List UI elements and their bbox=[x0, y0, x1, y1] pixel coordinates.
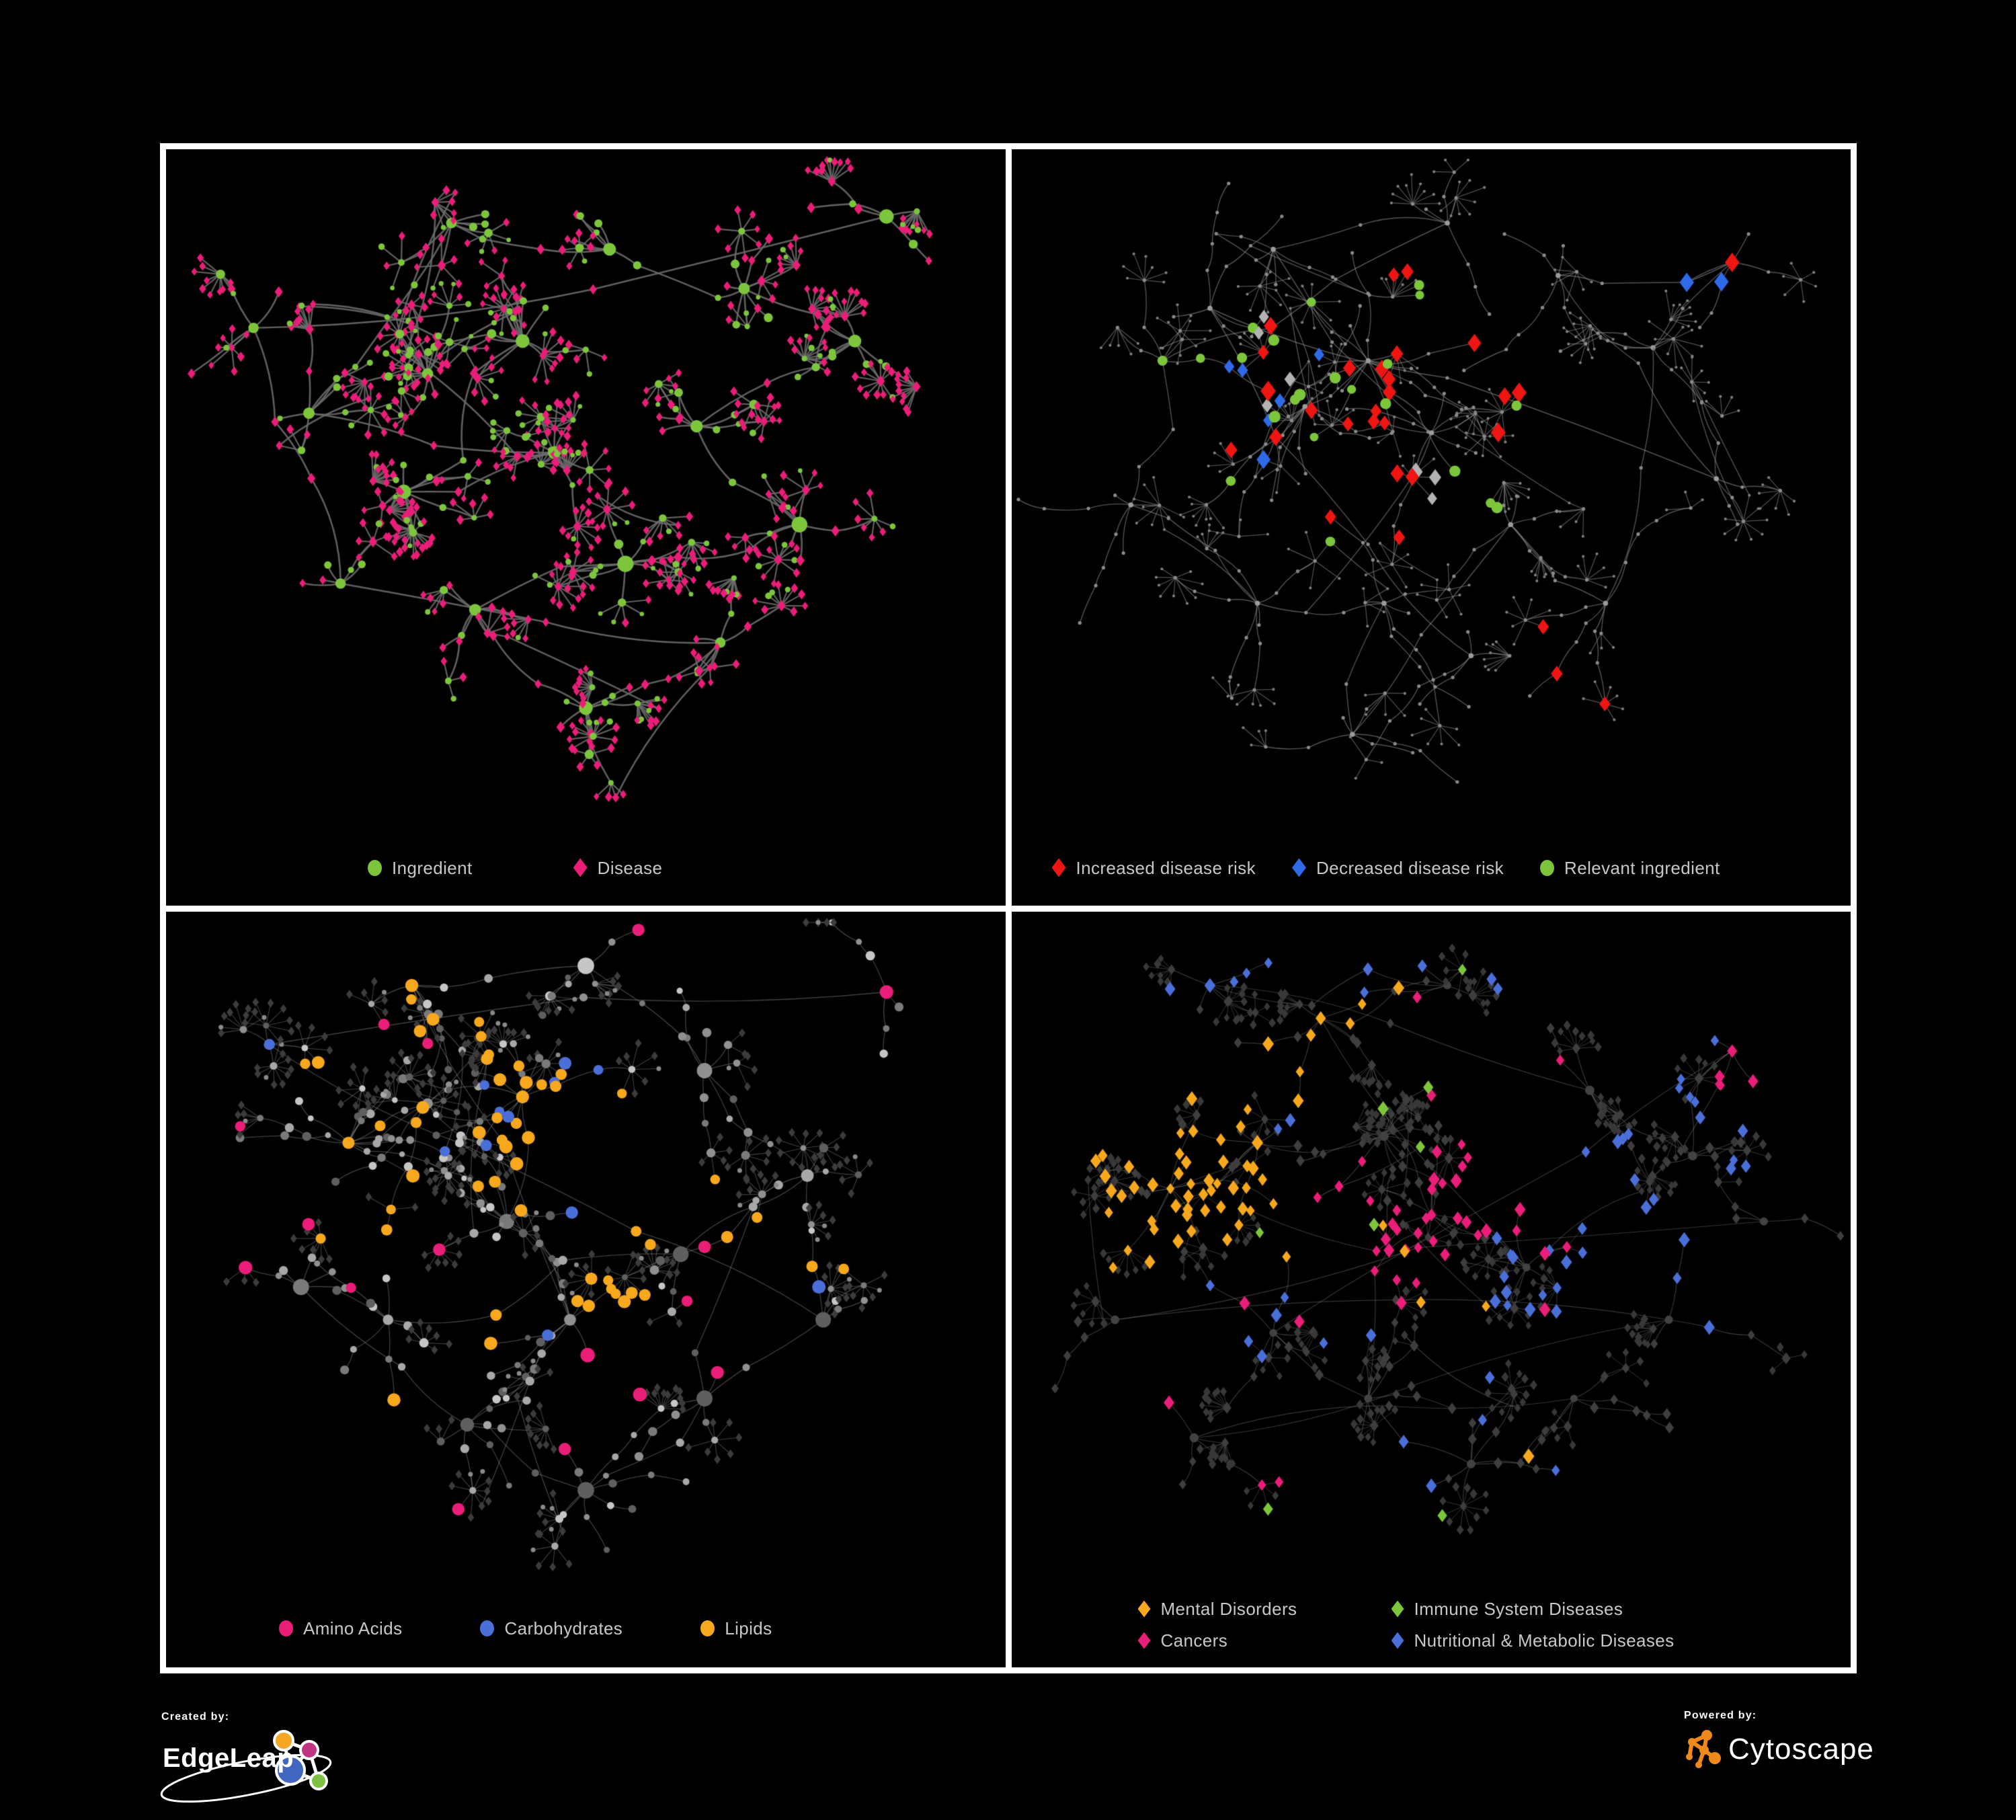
legend-label: Carbohydrates bbox=[504, 1618, 623, 1638]
ingredient-marker-icon bbox=[368, 859, 382, 876]
mental-disorders-marker-icon bbox=[1137, 1600, 1151, 1618]
legend-label: Increased disease risk bbox=[1076, 857, 1256, 878]
panel-grid: Ingredient Disease Increased disease ris… bbox=[160, 143, 1857, 1673]
edgeleap-brand-text: EdgeLeap bbox=[163, 1743, 294, 1773]
powered-by-label: Powered by: bbox=[1684, 1710, 1757, 1721]
legend-label: Lipids bbox=[725, 1618, 772, 1638]
legend-item-lipids: Lipids bbox=[700, 1618, 772, 1639]
legend-label: Decreased disease risk bbox=[1316, 857, 1504, 878]
legend-label: Cancers bbox=[1160, 1630, 1228, 1651]
panel-disease-risk: Increased disease risk Decreased disease… bbox=[1011, 149, 1851, 906]
network-canvas-nutrient-classes bbox=[166, 911, 1006, 1667]
legend-item-relevant-ingredient: Relevant ingredient bbox=[1540, 857, 1720, 879]
legend-disease-risk: Increased disease risk Decreased disease… bbox=[1051, 857, 1720, 879]
amino-acids-marker-icon bbox=[279, 1620, 293, 1636]
cytoscape-logo-icon bbox=[1686, 1730, 1721, 1768]
immune-system-diseases-marker-icon bbox=[1391, 1600, 1404, 1618]
network-canvas-disease-classes bbox=[1011, 911, 1851, 1667]
nutritional-metabolic-marker-icon bbox=[1391, 1632, 1404, 1649]
panel-disease-classes: Mental Disorders Immune System Diseases … bbox=[1011, 911, 1851, 1667]
legend-label: Immune System Diseases bbox=[1414, 1599, 1623, 1619]
edgeleap-logo-icon bbox=[160, 1730, 332, 1803]
legend-item-nutritional-metabolic-diseases: Nutritional & Metabolic Diseases bbox=[1391, 1630, 1675, 1651]
network-canvas-disease-risk bbox=[1011, 149, 1851, 906]
network-canvas-ingredient-disease bbox=[166, 149, 1006, 906]
legend-label: Relevant ingredient bbox=[1564, 857, 1720, 878]
cytoscape-brand-text: Cytoscape bbox=[1728, 1733, 1874, 1766]
legend-item-amino-acids: Amino Acids bbox=[279, 1618, 402, 1639]
legend-disease-classes: Mental Disorders Immune System Diseases … bbox=[1137, 1598, 1675, 1651]
legend-item-carbohydrates: Carbohydrates bbox=[480, 1618, 622, 1639]
panel-nutrient-classes: Amino Acids Carbohydrates Lipids bbox=[166, 911, 1006, 1667]
created-by-block: Created by: EdgeLeap bbox=[160, 1711, 376, 1804]
legend-item-cancers: Cancers bbox=[1137, 1630, 1392, 1651]
legend-item-increased-risk: Increased disease risk bbox=[1051, 857, 1256, 879]
carbohydrates-marker-icon bbox=[480, 1620, 495, 1636]
legend-label: Nutritional & Metabolic Diseases bbox=[1414, 1630, 1675, 1651]
legend-label: Amino Acids bbox=[303, 1618, 403, 1638]
legend-item-mental-disorders: Mental Disorders bbox=[1137, 1598, 1392, 1620]
legend-item-ingredient: Ingredient bbox=[368, 857, 473, 879]
legend-item-immune-system-diseases: Immune System Diseases bbox=[1391, 1598, 1675, 1620]
cancers-marker-icon bbox=[1137, 1632, 1151, 1649]
increased-risk-marker-icon bbox=[1051, 858, 1066, 877]
legend-label: Mental Disorders bbox=[1160, 1599, 1297, 1619]
legend-item-disease: Disease bbox=[573, 857, 663, 879]
cytoscape-logo: Cytoscape bbox=[1684, 1727, 1874, 1772]
disease-marker-icon bbox=[573, 858, 588, 877]
powered-by-block: Powered by: Cytoscape bbox=[1684, 1710, 1874, 1772]
legend-ingredient-disease: Ingredient Disease bbox=[368, 857, 662, 879]
panel-ingredient-disease: Ingredient Disease bbox=[166, 149, 1006, 906]
relevant-ingredient-marker-icon bbox=[1540, 859, 1555, 876]
legend-label: Ingredient bbox=[392, 857, 473, 878]
created-by-label: Created by: bbox=[161, 1711, 230, 1723]
edgeleap-logo: EdgeLeap bbox=[160, 1730, 376, 1804]
legend-label: Disease bbox=[597, 857, 663, 878]
legend-nutrient-classes: Amino Acids Carbohydrates Lipids bbox=[279, 1618, 772, 1639]
decreased-risk-marker-icon bbox=[1291, 858, 1306, 877]
legend-item-decreased-risk: Decreased disease risk bbox=[1291, 857, 1504, 879]
lipids-marker-icon bbox=[700, 1620, 715, 1636]
